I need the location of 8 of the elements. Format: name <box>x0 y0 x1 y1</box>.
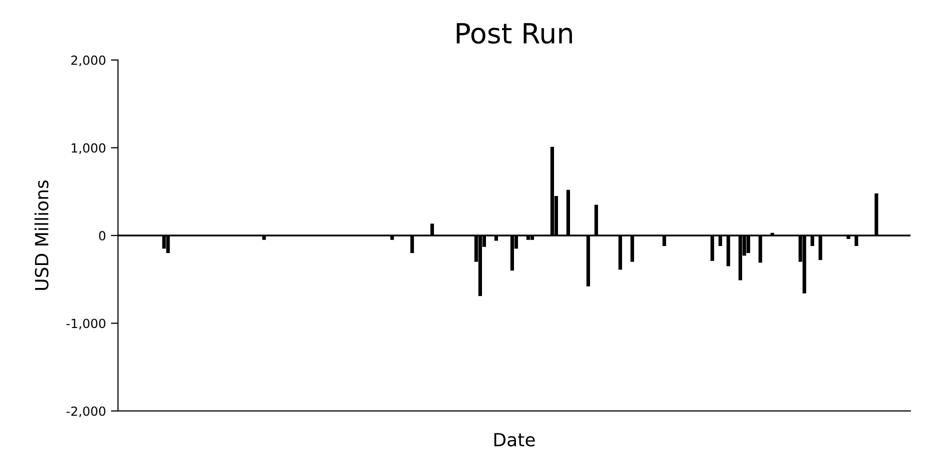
y-axis-title: USD Millions <box>34 180 48 290</box>
y-tick-label: -1,000 <box>66 318 106 330</box>
y-tick-label: 1,000 <box>72 143 106 154</box>
x-axis-title: Date <box>494 433 535 446</box>
y-tick-label: -2,000 <box>66 406 106 418</box>
y-tick-label: 0 <box>99 230 106 240</box>
y-tick-label: 2,000 <box>71 55 106 66</box>
chart-title: Post Run <box>456 23 572 44</box>
